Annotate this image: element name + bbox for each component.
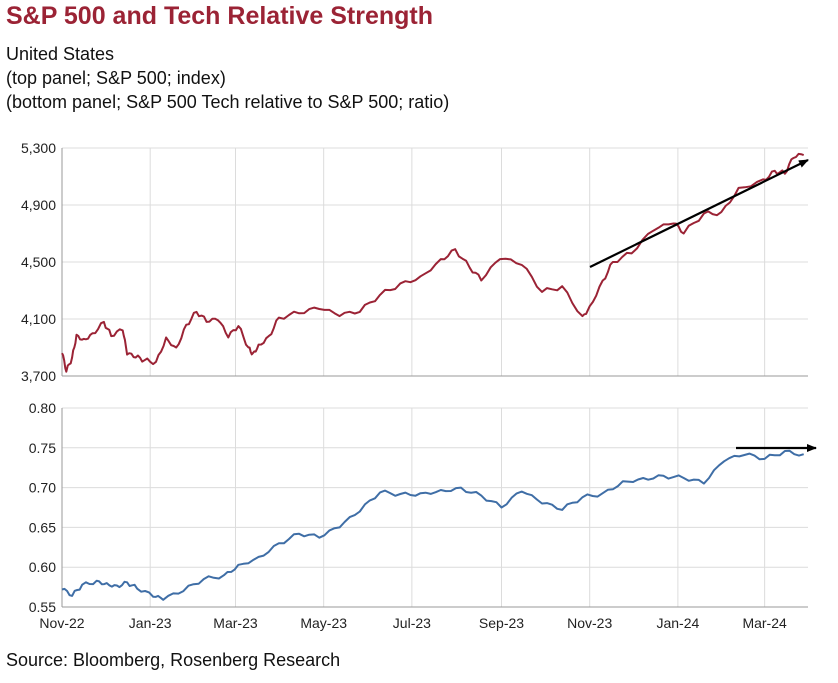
top-trend-arrow	[589, 159, 809, 268]
x-axis: Nov-22 Jan-23 Mar-23 May-23 Jul-23 Sep-23 Nov-…	[39, 615, 787, 631]
y-tick-label: 0.60	[29, 559, 56, 575]
subtitle-country: United States	[6, 44, 115, 64]
source-note: Source: Bloomberg, Rosenberg Research	[6, 650, 341, 670]
x-tick-label: Jul-23	[393, 615, 431, 631]
top-panel: 3,700 4,100 4,500 4,900 5,300	[21, 140, 808, 384]
y-tick-label: 0.75	[29, 440, 56, 456]
chart-title: S&P 500 and Tech Relative Strength	[6, 2, 433, 30]
x-tick-label: Mar-23	[213, 615, 258, 631]
x-tick-label: May-23	[300, 615, 347, 631]
x-tick-label: Jan-23	[129, 615, 172, 631]
y-tick-label: 3,700	[21, 368, 56, 384]
x-tick-label: Jan-24	[656, 615, 699, 631]
y-tick-label: 4,900	[21, 197, 56, 213]
bottom-panel: 0.55 0.60 0.65 0.70 0.75 0.80	[29, 400, 808, 615]
y-tick-label: 4,100	[21, 311, 56, 327]
y-tick-label: 0.65	[29, 519, 56, 535]
y-tick-label: 4,500	[21, 254, 56, 270]
subtitle-bottom-panel: (bottom panel; S&P 500 Tech relative to …	[6, 92, 450, 112]
y-tick-label: 0.80	[29, 400, 56, 416]
tech-relative-series-line	[61, 449, 804, 601]
x-tick-label: Nov-22	[39, 615, 84, 631]
x-tick-label: Nov-23	[567, 615, 612, 631]
x-tick-label: Sep-23	[479, 615, 524, 631]
subtitle-top-panel: (top panel; S&P 500; index)	[6, 68, 226, 88]
y-tick-label: 5,300	[21, 140, 56, 156]
y-tick-label: 0.55	[29, 599, 56, 615]
x-tick-label: Mar-24	[742, 615, 787, 631]
y-tick-label: 0.70	[29, 480, 56, 496]
sp500-series-line	[61, 152, 805, 373]
